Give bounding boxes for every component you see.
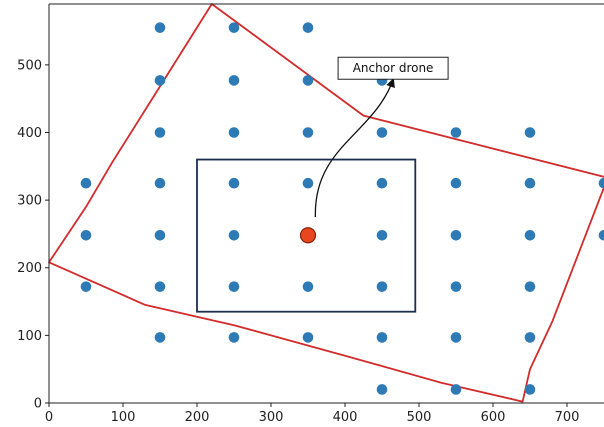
drone-point [302,177,314,189]
drone-point [450,229,462,241]
x-tick-label: 600 [481,410,506,425]
drone-point [376,281,388,292]
drone-point [154,22,166,33]
y-tick-label: 100 [17,329,42,344]
drone-point [376,384,388,395]
annotation-arrow [314,78,395,218]
y-tick-label: 400 [17,126,42,141]
drone-point [80,229,92,241]
x-tick-label: 700 [555,410,580,425]
drone-point [228,332,240,343]
drone-point [154,229,166,241]
drone-point [228,229,240,241]
drone-point [376,177,388,189]
drone-point [598,177,604,189]
drone-point [524,229,536,241]
drone-point [450,177,462,189]
drone-point [154,332,166,343]
drone-point [524,127,536,138]
drone-point [450,332,462,343]
drone-point [80,177,92,189]
drone-point [524,332,536,343]
drone-point [154,75,166,86]
y-tick-label: 300 [17,194,42,209]
drone-point [376,127,388,138]
coverage-polygon [48,3,604,403]
drone-point [154,281,166,292]
drone-point [228,127,240,138]
drone-point [228,177,240,189]
drone-point [376,332,388,343]
x-tick-label: 100 [111,410,136,425]
drone-point [228,75,240,86]
drone-point [524,177,536,189]
anchor-drone-point [299,227,317,244]
annotation-label: Anchor drone [353,61,434,75]
drone-point [524,281,536,292]
drone-point [80,281,92,292]
drone-point [524,384,536,395]
drone-point [450,281,462,292]
drone-point [376,229,388,241]
drone-point [228,281,240,292]
x-tick-label: 200 [185,410,210,425]
drone-point [154,127,166,138]
annotation-box [337,56,449,80]
drone-point [598,229,604,241]
y-tick-label: 500 [17,58,42,73]
drone-point [154,177,166,189]
drone-point [228,22,240,33]
x-tick-label: 500 [407,410,432,425]
x-tick-label: 0 [45,410,53,425]
y-tick-label: 0 [34,397,42,412]
drone-point [302,75,314,86]
drone-point [450,384,462,395]
drone-point [302,332,314,343]
target-area-rectangle [196,158,417,313]
drone-point [302,22,314,33]
drone-point [450,127,462,138]
y-tick-label: 200 [17,261,42,276]
drone-point [302,281,314,292]
drone-point [302,127,314,138]
x-tick-label: 300 [259,410,284,425]
x-tick-label: 400 [333,410,358,425]
